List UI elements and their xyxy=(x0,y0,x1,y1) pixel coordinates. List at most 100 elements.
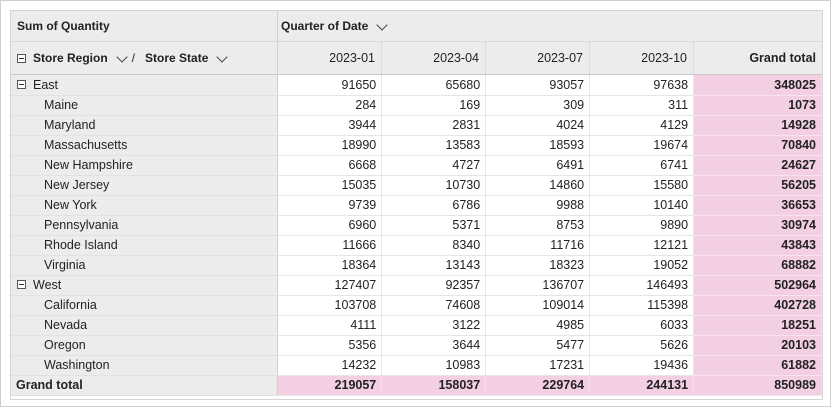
collapse-all-icon[interactable] xyxy=(17,53,26,63)
value-cell: 15580 xyxy=(589,175,695,196)
value-cell: 229764 xyxy=(485,375,591,396)
column-header[interactable]: 2023-10 xyxy=(590,42,694,74)
region-row: East 91650 65680 93057 97638 348025 xyxy=(11,75,822,96)
value-cell: 18364 xyxy=(277,255,383,276)
state-row: New York 9739 6786 9988 10140 36653 xyxy=(11,195,822,216)
measure-label: Sum of Quantity xyxy=(17,19,110,33)
value-cell: 19674 xyxy=(589,135,695,156)
column-header[interactable]: 2023-07 xyxy=(486,42,590,74)
value-cell: 2831 xyxy=(381,115,487,136)
value-cell: 6668 xyxy=(277,155,383,176)
state-label: Maine xyxy=(11,95,279,116)
value-cell: 10730 xyxy=(381,175,487,196)
value-cell: 10140 xyxy=(589,195,695,216)
state-row: New Hampshire 6668 4727 6491 6741 24627 xyxy=(11,155,822,176)
value-cell: 65680 xyxy=(381,75,487,96)
value-cell: 6960 xyxy=(277,215,383,236)
region-label[interactable]: East xyxy=(11,75,279,96)
value-cell: 19436 xyxy=(589,355,695,376)
value-cell: 169 xyxy=(381,95,487,116)
value-cell: 14860 xyxy=(485,175,591,196)
row-grand-total-cell: 70840 xyxy=(693,135,822,156)
row-grand-total-cell: 56205 xyxy=(693,175,822,196)
region-name: East xyxy=(33,77,59,92)
value-cell: 103708 xyxy=(277,295,383,316)
value-cell: 5626 xyxy=(589,335,695,356)
value-cell: 12121 xyxy=(589,235,695,256)
state-row: California 103708 74608 109014 115398 402728 xyxy=(11,295,822,316)
value-cell: 146493 xyxy=(589,275,695,296)
state-row: Virginia 18364 13143 18323 19052 68882 xyxy=(11,255,822,276)
chevron-down-icon[interactable] xyxy=(216,50,229,63)
state-row: Maryland 3944 2831 4024 4129 14928 xyxy=(11,115,822,136)
state-label: California xyxy=(11,295,279,316)
value-cell: 97638 xyxy=(589,75,695,96)
row-grand-total-cell: 402728 xyxy=(693,295,822,316)
value-cell: 158037 xyxy=(381,375,487,396)
state-row: Pennsylvania 6960 5371 8753 9890 30974 xyxy=(11,215,822,236)
column-field-label: Quarter of Date xyxy=(281,19,369,33)
value-cell: 4111 xyxy=(277,315,383,336)
value-cell: 8340 xyxy=(381,235,487,256)
value-cell: 6741 xyxy=(589,155,695,176)
state-row: Oregon 5356 3644 5477 5626 20103 xyxy=(11,335,822,356)
region-label[interactable]: West xyxy=(11,275,279,296)
grand-total-row: Grand total 219057 158037 229764 244131 85098… xyxy=(11,375,822,396)
value-cell: 11716 xyxy=(485,235,591,256)
state-label: Nevada xyxy=(11,315,279,336)
collapse-icon[interactable] xyxy=(17,280,26,289)
row-grand-total-cell: 36653 xyxy=(693,195,822,216)
value-cell: 4985 xyxy=(485,315,591,336)
value-cell: 4727 xyxy=(381,155,487,176)
value-cell: 4024 xyxy=(485,115,591,136)
column-header-grand-total[interactable]: Grand total xyxy=(749,51,816,65)
column-headers: 2023-01 2023-04 2023-07 2023-10 Grand total xyxy=(278,42,822,75)
value-cell: 93057 xyxy=(485,75,591,96)
value-cell: 3122 xyxy=(381,315,487,336)
state-label: Pennsylvania xyxy=(11,215,279,236)
value-cell: 5371 xyxy=(381,215,487,236)
value-cell: 19052 xyxy=(589,255,695,276)
grand-total-label: Grand total xyxy=(11,375,279,396)
state-label: Massachusetts xyxy=(11,135,279,156)
row-field-state[interactable]: Store State xyxy=(145,51,209,65)
pivot-table: Sum of Quantity Quarter of Date Store Re… xyxy=(10,10,823,400)
column-field-header[interactable]: Quarter of Date xyxy=(278,11,822,42)
chevron-down-icon[interactable] xyxy=(376,18,389,31)
column-header[interactable]: 2023-01 xyxy=(278,42,382,74)
value-cell: 91650 xyxy=(277,75,383,96)
value-cell: 6033 xyxy=(589,315,695,336)
value-cell: 18593 xyxy=(485,135,591,156)
value-cell: 219057 xyxy=(277,375,383,396)
column-header[interactable]: 2023-04 xyxy=(382,42,486,74)
row-grand-total-cell: 43843 xyxy=(693,235,822,256)
value-cell: 3644 xyxy=(381,335,487,356)
state-label: Virginia xyxy=(11,255,279,276)
value-cell: 5477 xyxy=(485,335,591,356)
value-cell: 14232 xyxy=(277,355,383,376)
pivot-body: East 91650 65680 93057 97638 348025 Maine 284 16… xyxy=(11,75,822,396)
value-cell: 15035 xyxy=(277,175,383,196)
row-grand-total-cell: 850989 xyxy=(693,375,822,396)
collapse-icon[interactable] xyxy=(17,79,26,89)
value-cell: 244131 xyxy=(589,375,695,396)
state-label: New Hampshire xyxy=(11,155,279,176)
row-grand-total-cell: 24627 xyxy=(693,155,822,176)
value-cell: 6491 xyxy=(485,155,591,176)
row-grand-total-cell: 18251 xyxy=(693,315,822,336)
row-grand-total-cell: 61882 xyxy=(693,355,822,376)
value-cell: 9988 xyxy=(485,195,591,216)
row-grand-total-cell: 30974 xyxy=(693,215,822,236)
value-cell: 10983 xyxy=(381,355,487,376)
row-field-separator: / xyxy=(131,51,136,65)
chevron-down-icon[interactable] xyxy=(116,50,128,63)
value-cell: 9890 xyxy=(589,215,695,236)
value-cell: 9739 xyxy=(277,195,383,216)
value-cell: 18990 xyxy=(277,135,383,156)
row-field-region[interactable]: Store Region xyxy=(33,51,108,65)
value-cell: 136707 xyxy=(485,275,591,296)
state-label: Rhode Island xyxy=(11,235,279,256)
state-label: New Jersey xyxy=(11,175,279,196)
value-cell: 74608 xyxy=(381,295,487,316)
